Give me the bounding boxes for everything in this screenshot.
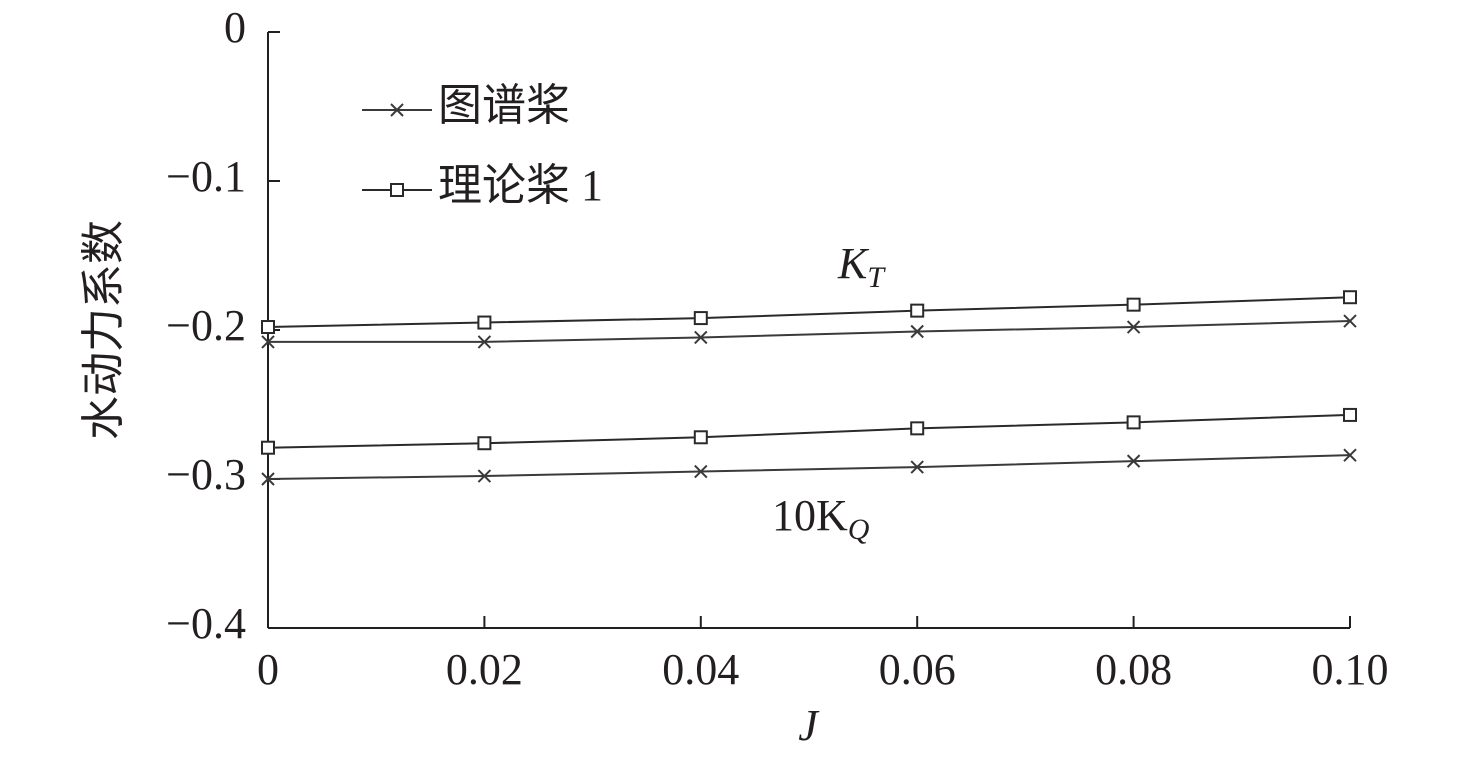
marker (261, 320, 275, 335)
marker (910, 324, 924, 339)
marker (1343, 290, 1357, 305)
x-tick-label: 0.10 (1312, 645, 1389, 694)
y-tick-label: −0.4 (166, 599, 246, 648)
marker (261, 335, 275, 349)
legend-label: 理论桨 1 (438, 161, 603, 210)
marker (261, 440, 275, 455)
curve-label-sub: T (867, 261, 886, 294)
curve-label-sub: Q (848, 513, 870, 546)
marker (477, 315, 492, 330)
x-axis-label: J (798, 701, 820, 750)
curve-label-text: K (837, 239, 870, 288)
marker (693, 430, 708, 445)
marker (1126, 297, 1141, 312)
marker (1343, 448, 1357, 462)
y-tick-label: −0.1 (166, 152, 246, 201)
legend-marker (390, 183, 404, 197)
x-tick-label: 0.06 (879, 645, 956, 694)
series-line (268, 320, 1351, 343)
curve-label-text: 10K (772, 491, 848, 540)
marker (1126, 415, 1141, 430)
marker (694, 330, 708, 345)
marker (477, 469, 492, 483)
marker (1126, 320, 1141, 334)
y-tick-label: −0.3 (166, 450, 246, 499)
marker (910, 460, 924, 474)
marker (477, 335, 492, 349)
legend-label: 图谱桨 (438, 81, 570, 130)
curve-label: KT (837, 239, 886, 294)
marker (261, 472, 275, 486)
marker (477, 436, 492, 451)
x-tick-label: 0.08 (1095, 645, 1172, 694)
marker (910, 303, 925, 318)
y-tick-label: 0 (224, 3, 246, 52)
y-tick-label: −0.2 (166, 301, 246, 350)
marker (1343, 314, 1357, 328)
x-tick-label: 0 (257, 645, 279, 694)
marker (1343, 407, 1357, 422)
legend-marker (390, 103, 404, 117)
marker (693, 311, 708, 326)
marker (910, 421, 925, 436)
marker (1126, 454, 1141, 468)
curve-label: 10KQ (772, 491, 870, 546)
series-line (267, 454, 1351, 480)
series-line (267, 413, 1351, 449)
x-tick-label: 0.02 (446, 645, 523, 694)
marker (694, 464, 708, 479)
y-axis-label: 水动力系数 (79, 220, 128, 440)
x-tick-label: 0.04 (662, 645, 739, 694)
series-line (267, 296, 1351, 329)
